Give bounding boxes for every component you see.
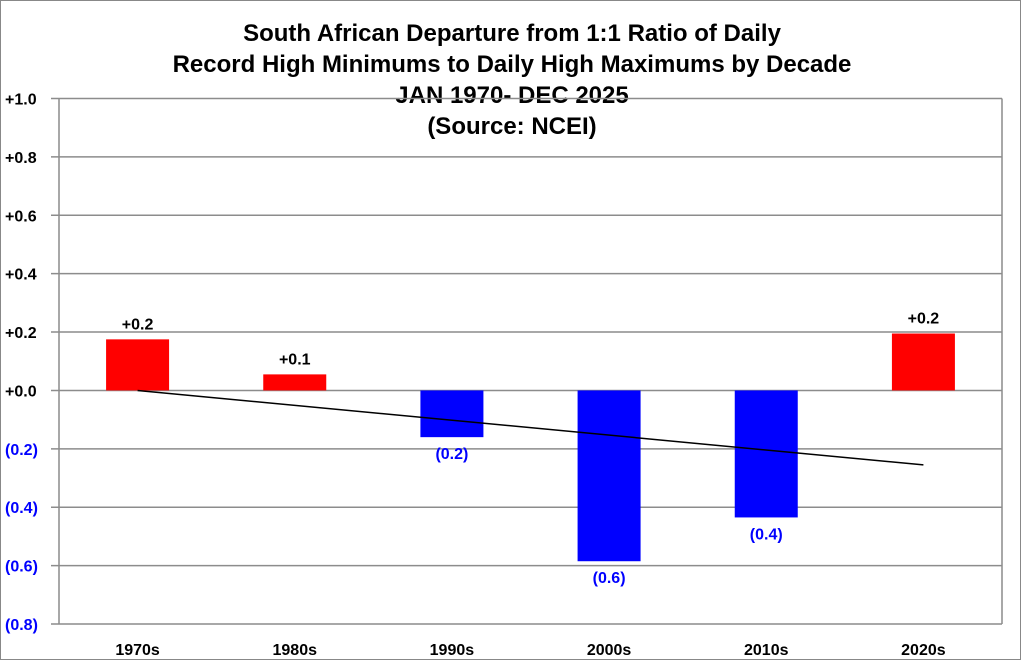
data-label: +0.1 (279, 351, 311, 368)
y-tick-label: +0.8 (5, 150, 37, 167)
y-tick-label: (0.4) (5, 500, 38, 517)
bar (734, 390, 798, 518)
data-label: (0.4) (750, 526, 783, 543)
x-tick-label: 1980s (273, 642, 318, 659)
y-tick-label: +1.0 (5, 92, 37, 109)
x-tick-label: 1990s (430, 642, 475, 659)
y-tick-label: (0.6) (5, 559, 38, 576)
x-tick-label: 1970s (115, 642, 160, 659)
x-tick-label: 2010s (744, 642, 789, 659)
data-label: (0.2) (435, 446, 468, 463)
y-tick-label: (0.2) (5, 442, 38, 459)
bar (891, 333, 955, 391)
y-tick-label: +0.0 (5, 383, 37, 400)
bar (420, 390, 484, 438)
bar (263, 374, 327, 391)
data-label: (0.6) (593, 570, 626, 587)
data-label: +0.2 (122, 316, 154, 333)
bar (577, 390, 641, 562)
title-line: (Source: NCEI) (427, 113, 597, 140)
title-line: South African Departure from 1:1 Ratio o… (243, 20, 781, 47)
y-tick-label: +0.4 (5, 267, 37, 284)
y-tick-label: (0.8) (5, 617, 38, 634)
title-line: Record High Minimums to Daily High Maxim… (172, 51, 852, 78)
x-tick-label: 2020s (901, 642, 946, 659)
y-tick-label: +0.6 (5, 208, 37, 225)
y-tick-label: +0.2 (5, 325, 37, 342)
data-label: +0.2 (908, 311, 940, 328)
title-line: JAN 1970- DEC 2025 (395, 82, 629, 109)
x-tick-label: 2000s (587, 642, 632, 659)
bar (106, 339, 170, 391)
trendline (137, 389, 924, 466)
chart-title: South African Departure from 1:1 Ratio o… (0, 18, 1024, 142)
